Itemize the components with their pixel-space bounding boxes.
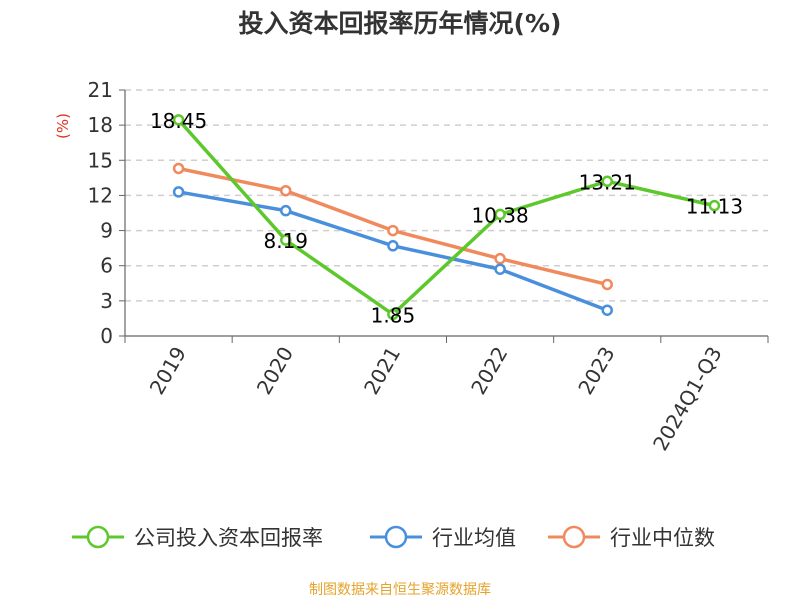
y-tick-label: 6 (100, 254, 113, 278)
y-ticks: 0 3 6 9 12 15 18 21 (88, 78, 126, 348)
legend-label: 行业中位数 (610, 526, 715, 550)
x-tick-label: 2019 (145, 343, 191, 399)
data-label: 10.38 (471, 203, 528, 227)
data-point (494, 208, 506, 221)
data-point (601, 278, 613, 291)
data-point (387, 224, 399, 237)
x-tick-label: 2020 (252, 343, 298, 399)
legend: 公司投入资本回报率 行业均值 行业中位数 (72, 525, 715, 550)
data-label: 11.13 (686, 195, 743, 219)
data-label: 13.21 (579, 170, 636, 194)
x-tick-label: 2021 (359, 343, 405, 399)
data-point (387, 240, 399, 252)
y-axis-unit: (%) (54, 113, 72, 139)
y-tick-label: 12 (88, 183, 113, 207)
legend-marker (562, 525, 586, 549)
data-label: 18.45 (150, 109, 207, 133)
data-point (601, 175, 613, 188)
y-tick-label: 9 (100, 219, 113, 243)
x-axis: 2019 2020 2021 2022 2023 2024Q1-Q3 (124, 335, 769, 455)
legend-label: 公司投入资本回报率 (134, 526, 323, 550)
y-tick-label: 21 (88, 78, 113, 102)
data-point (172, 186, 185, 198)
data-point (708, 199, 721, 212)
data-point (387, 308, 399, 321)
y-tick-label: 18 (88, 113, 113, 137)
data-label: 8.19 (263, 229, 308, 253)
data-labels: 18.45 8.19 1.85 10.38 13.21 11.13 (150, 109, 743, 327)
data-label: 1.85 (371, 303, 416, 327)
data-point (172, 162, 185, 175)
series-line (177, 118, 715, 317)
data-point (280, 204, 292, 217)
data-point (280, 184, 292, 197)
data-point (601, 304, 613, 316)
legend-marker (384, 525, 408, 549)
source-note: 制图数据来自恒生聚源数据库 (309, 582, 491, 598)
legend-marker (86, 525, 110, 549)
legend-item: 行业中位数 (548, 525, 715, 550)
y-tick-label: 0 (100, 324, 113, 348)
x-tick-label: 2024Q1-Q3 (648, 343, 727, 455)
data-point (494, 263, 506, 275)
x-tick-label: 2023 (573, 343, 619, 399)
data-point (280, 234, 292, 246)
chart-title: 投入资本回报率历年情况(%) (239, 9, 562, 38)
data-point (494, 252, 506, 265)
y-tick-label: 3 (100, 289, 113, 313)
legend-item: 行业均值 (370, 525, 516, 550)
series-points (172, 114, 721, 321)
y-tick-label: 15 (88, 148, 113, 172)
x-tick-label: 2022 (466, 343, 512, 399)
legend-label: 行业均值 (432, 526, 516, 550)
series-lines (177, 118, 715, 317)
legend-item: 公司投入资本回报率 (72, 525, 323, 550)
data-point (172, 114, 185, 126)
